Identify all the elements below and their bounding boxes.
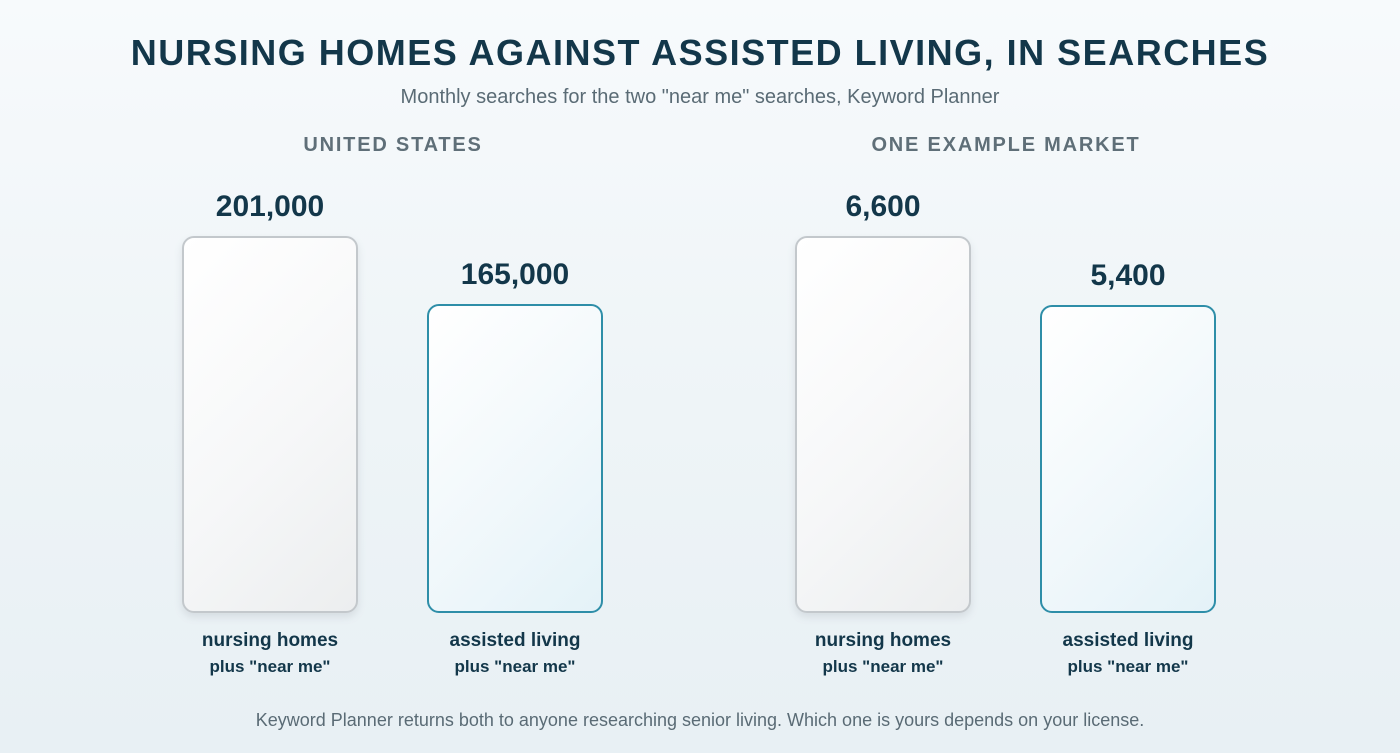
value-label-nursing-panel-1: 201,000: [215, 190, 325, 223]
value-label-assisted-panel-2: 5,400: [1090, 259, 1166, 292]
category-sublabel-assisted-panel-2: plus "near me": [1067, 657, 1189, 676]
footnote: Keyword Planner returns both to anyone r…: [255, 710, 1145, 730]
category-label-assisted-panel-1: assisted living: [449, 630, 581, 651]
category-label-assisted-panel-2: assisted living: [1062, 630, 1194, 651]
panel-title-united-states: UNITED STATES: [303, 134, 483, 156]
category-sublabel-nursing-panel-2: plus "near me": [822, 657, 944, 676]
category-sublabel-assisted-panel-1: plus "near me": [454, 657, 576, 676]
chart-subtitle: Monthly searches for the two "near me" s…: [400, 86, 1000, 108]
category-label-nursing-panel-2: nursing homes: [814, 630, 952, 651]
category-sublabel-nursing-panel-1: plus "near me": [209, 657, 331, 676]
bar-nursing-panel-2: [795, 236, 971, 613]
value-label-assisted-panel-1: 165,000: [460, 258, 570, 291]
panel-title-example-market: ONE EXAMPLE MARKET: [871, 134, 1141, 156]
bar-nursing-panel-1: [182, 236, 358, 613]
category-label-nursing-panel-1: nursing homes: [201, 630, 339, 651]
chart-title: NURSING HOMES AGAINST ASSISTED LIVING, I…: [130, 32, 1270, 73]
bar-assisted-panel-2: [1040, 305, 1216, 613]
value-label-nursing-panel-2: 6,600: [845, 190, 921, 223]
bar-assisted-panel-1: [427, 304, 603, 613]
